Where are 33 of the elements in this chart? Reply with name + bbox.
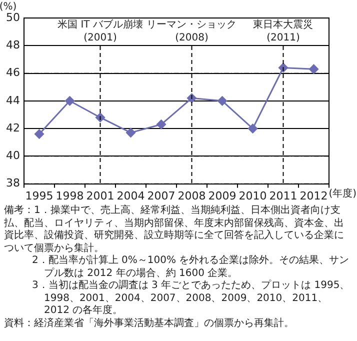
x-tick-label: 2010: [238, 189, 267, 202]
x-tick-label: 1998: [56, 189, 84, 202]
y-tick-label: 50: [6, 10, 20, 24]
y-tick-label: 48: [6, 38, 20, 52]
point: [248, 124, 258, 134]
x-tick-label: 2009: [208, 189, 236, 202]
x-tick-label: 2012: [300, 189, 328, 202]
y-axis-title: (%): [0, 2, 17, 13]
text: 3．当初は配当金の調査は 3 年ごとであったため、プロットは 1995、1998、2001、2004、2007、2008、2009、2010、2011、2012 の各年度。: [31, 280, 351, 318]
text: 2．配当率が計算上 0%～100% を外れる企業は除外。その結果、サンプル数は 2012 年の場合、約 1600 企業。: [31, 255, 350, 280]
x-axis-title: (年度): [328, 187, 357, 200]
point: [156, 120, 166, 130]
y-tick-label: 40: [6, 149, 20, 162]
text: 備考：1．操業中で、売上高、経常利益、当期純利益、日本側出資者向け支払、配当、ロイヤリティ、当期内部留保、年度末内部留保残高、資本金、出資比率、設備投資、研究開発、設立時期等に全て回答を記入している企業について個票から集計。: [4, 205, 345, 254]
point: [126, 128, 136, 138]
y-tick-label: 38: [6, 176, 20, 190]
point: [309, 64, 318, 74]
point: [34, 129, 44, 139]
x-tick-label: 2008: [178, 189, 206, 202]
point: [218, 96, 227, 106]
y-tick-label: 44: [6, 94, 20, 107]
ref-line-label: 東日本大震災 (2011): [253, 18, 314, 44]
x-tick-label: 1995: [25, 189, 54, 202]
y-tick-label: 46: [6, 66, 20, 80]
ref-line-label: 米国 IT バブル崩壊 (2001): [58, 18, 143, 44]
x-tick-label: 2001: [86, 189, 114, 202]
text: 資料：経済産業省「海外事業活動基本調査」の個票から再集計。: [4, 318, 295, 330]
x-tick-label: 2011: [269, 189, 298, 202]
x-tick-label: 2004: [116, 189, 145, 202]
x-tick-label: 2007: [147, 189, 176, 202]
y-tick-label: 42: [6, 121, 20, 134]
ref-line-label: リーマン・ショック (2008): [146, 20, 237, 44]
point: [65, 96, 74, 106]
